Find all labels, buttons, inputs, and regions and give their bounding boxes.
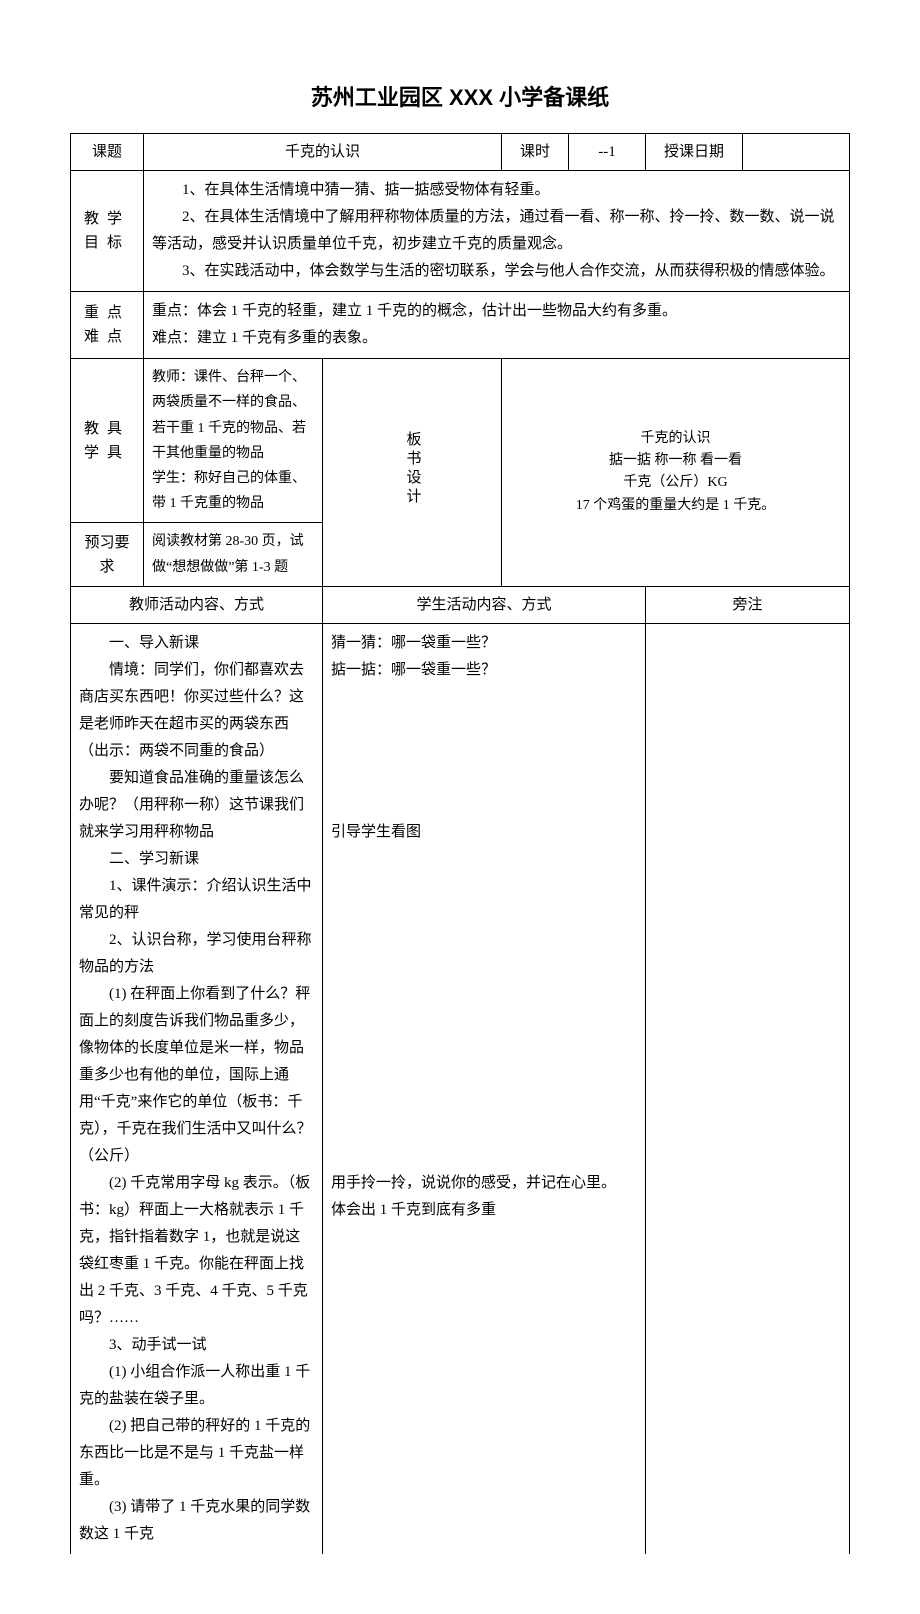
objectives-content: 1、在具体生活情境中猜一猜、掂一掂感受物体有轻重。 2、在具体生活情境中了解用秤… (144, 171, 850, 292)
date-label: 授课日期 (646, 134, 743, 171)
tools-content: 教师：课件、台秤一个、两袋质量不一样的食品、若干重 1 千克的物品、若干其他重量… (144, 359, 323, 523)
topic-label: 课题 (71, 134, 144, 171)
board-label: 板书设计 (323, 359, 502, 587)
col-student-header: 学生活动内容、方式 (323, 586, 646, 623)
objectives-label: 教学目标 (71, 171, 144, 292)
preview-content: 阅读教材第 28-30 页，试做“想想做做”第 1-3 题 (144, 523, 323, 586)
preview-label: 预习要求 (71, 523, 144, 586)
topic-value: 千克的认识 (144, 134, 502, 171)
tools-label: 教具学具 (71, 359, 144, 523)
col-teacher-header: 教师活动内容、方式 (71, 586, 323, 623)
note-column (646, 623, 850, 1554)
board-content: 千克的认识 掂一掂 称一称 看一看 千克（公斤）KG 17 个鸡蛋的重量大约是 … (502, 359, 850, 587)
keypoints-label: 重点难点 (71, 292, 144, 359)
lesson-plan-table: 课题 千克的认识 课时 --1 授课日期 教学目标 1、在具体生活情境中猜一猜、… (70, 133, 850, 1554)
keypoints-content: 重点：体会 1 千克的轻重，建立 1 千克的的概念，估计出一些物品大约有多重。 … (144, 292, 850, 359)
date-value (743, 134, 850, 171)
period-label: 课时 (502, 134, 569, 171)
page-title: 苏州工业园区 XXX 小学备课纸 (70, 80, 850, 115)
student-activity: 猜一猜：哪一袋重一些？ 掂一掂：哪一袋重一些？ 引导学生看图 用手拎一拎，说说你… (323, 623, 646, 1554)
period-value: --1 (569, 134, 646, 171)
col-note-header: 旁注 (646, 586, 850, 623)
teacher-activity: 一、导入新课 情境：同学们，你们都喜欢去商店买东西吧！你买过些什么？这是老师昨天… (71, 623, 323, 1554)
